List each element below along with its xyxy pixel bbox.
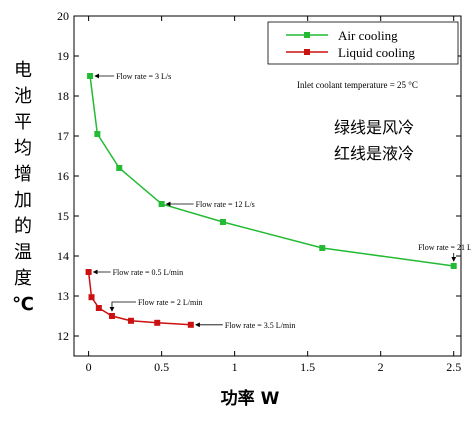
y-axis-label-char: 度 bbox=[14, 268, 32, 289]
data-point-liquid bbox=[127, 317, 134, 324]
data-point-air bbox=[87, 73, 94, 79]
legend-box bbox=[267, 21, 459, 65]
legend-air-label: Air cooling bbox=[338, 28, 398, 43]
x-tick-label: 1.5 bbox=[300, 360, 315, 374]
data-point-air bbox=[219, 219, 226, 225]
legend-air-marker bbox=[304, 32, 310, 38]
x-tick-label: 0.5 bbox=[154, 360, 169, 374]
y-tick-label: 17 bbox=[57, 129, 69, 143]
data-point-air bbox=[116, 165, 123, 171]
inlet-temperature-note: Inlet coolant temperature = 25 °C bbox=[297, 80, 418, 90]
y-axis-label-char: ℃ bbox=[12, 294, 34, 315]
data-point-liquid bbox=[154, 319, 161, 326]
y-axis-label-char: 的 bbox=[14, 216, 32, 237]
y-tick-label: 19 bbox=[57, 49, 69, 63]
data-point-liquid bbox=[108, 313, 115, 319]
annotation-arrow bbox=[109, 301, 136, 312]
y-axis-label-char: 均 bbox=[14, 138, 32, 159]
data-point-air bbox=[450, 263, 457, 269]
note-green-line: 绿线是风冷 bbox=[334, 118, 414, 137]
y-axis-label-char: 加 bbox=[14, 190, 32, 211]
x-axis-label: 功率 W bbox=[221, 388, 280, 409]
y-tick-label: 16 bbox=[57, 169, 69, 183]
y-tick-label: 13 bbox=[57, 289, 69, 303]
x-tick-label: 2 bbox=[378, 360, 384, 374]
plot-area bbox=[73, 15, 462, 357]
x-tick-label: 0 bbox=[86, 360, 92, 374]
y-axis-label-char: 温 bbox=[14, 242, 32, 263]
y-axis-label-char: 增 bbox=[14, 164, 32, 185]
x-tick-label: 1 bbox=[232, 360, 238, 374]
data-point-liquid bbox=[85, 269, 92, 275]
note-red-line: 红线是液冷 bbox=[334, 144, 414, 163]
y-tick-label: 12 bbox=[57, 329, 69, 343]
legend: Air cooling Liquid cooling bbox=[267, 21, 459, 65]
data-point-air bbox=[94, 131, 101, 137]
annotation-label: Flow rate = 3 L/s bbox=[116, 72, 171, 81]
data-point-liquid bbox=[88, 294, 95, 301]
y-axis-label-char: 池 bbox=[14, 86, 32, 107]
data-point-air bbox=[319, 245, 326, 251]
annotation-label: Flow rate = 12 L/s bbox=[196, 200, 255, 209]
legend-liquid-marker bbox=[304, 49, 310, 55]
x-tick-label: 2.5 bbox=[446, 360, 461, 374]
y-tick-label: 15 bbox=[57, 209, 69, 223]
y-axis-label-char: 电 bbox=[14, 60, 32, 81]
data-point-air bbox=[158, 201, 165, 207]
data-point-liquid bbox=[95, 305, 102, 311]
y-tick-label: 18 bbox=[57, 89, 69, 103]
y-tick-label: 20 bbox=[57, 9, 69, 23]
annotation-label: Flow rate = 3.5 L/min bbox=[225, 321, 296, 330]
legend-liquid-label: Liquid cooling bbox=[338, 45, 415, 60]
y-tick-label: 14 bbox=[57, 249, 69, 263]
data-point-liquid bbox=[187, 321, 194, 328]
annotation-label: Flow rate = 21 L/s bbox=[418, 243, 471, 252]
annotation-label: Flow rate = 0.5 L/min bbox=[113, 268, 184, 277]
annotation-label: Flow rate = 2 L/min bbox=[138, 298, 203, 307]
y-axis-label-char: 平 bbox=[14, 112, 32, 133]
